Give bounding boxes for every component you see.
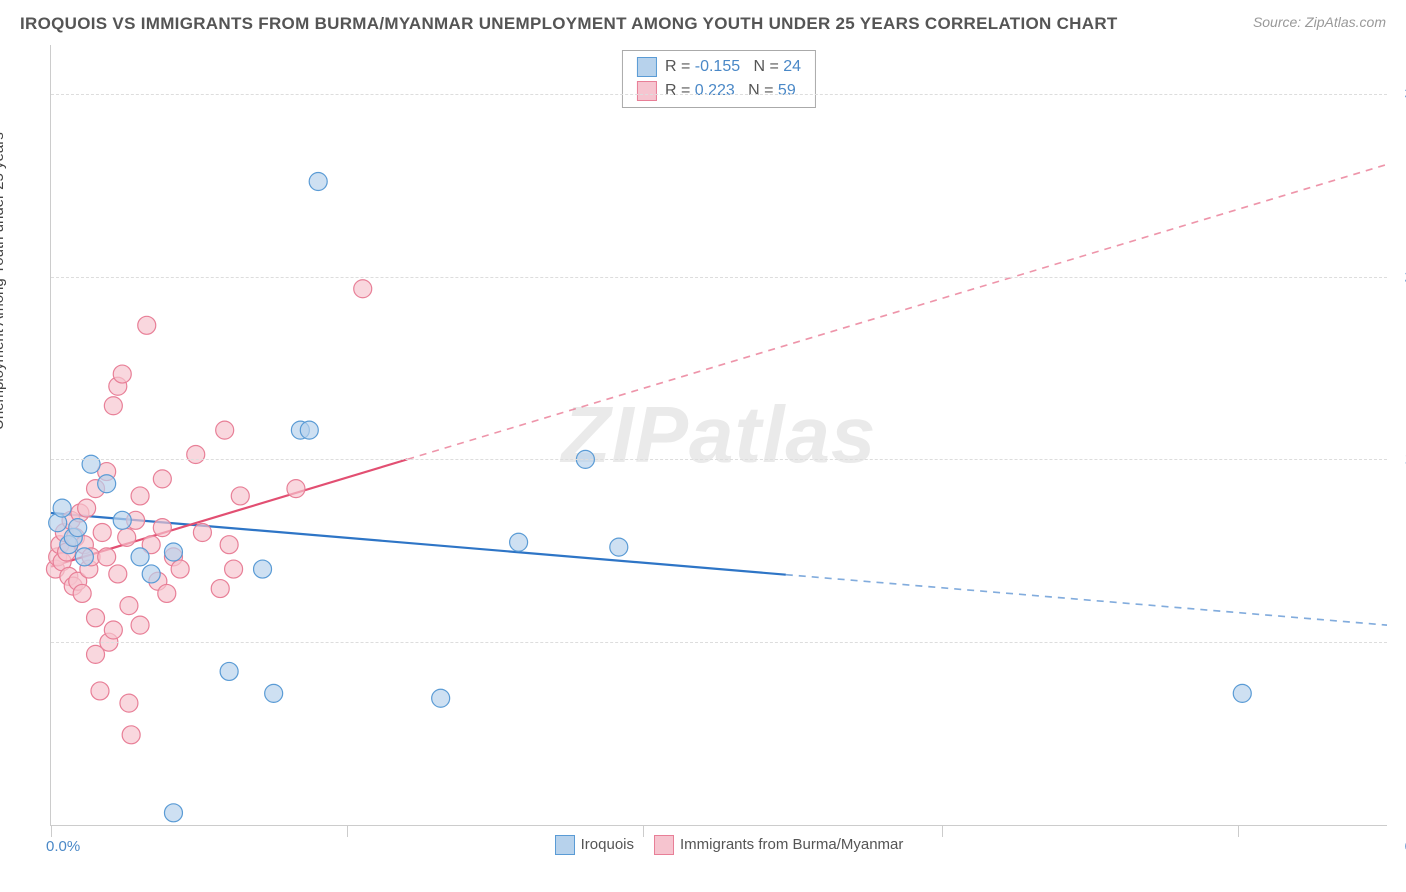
data-point xyxy=(510,533,528,551)
data-point xyxy=(164,543,182,561)
correlation-legend: R = -0.155 N = 24R = 0.223 N = 59 xyxy=(622,50,816,108)
data-point xyxy=(131,487,149,505)
data-point xyxy=(104,621,122,639)
data-point xyxy=(300,421,318,439)
data-point xyxy=(120,597,138,615)
x-tick xyxy=(1238,825,1239,837)
legend-swatch xyxy=(555,835,575,855)
data-point xyxy=(73,584,91,602)
x-tick xyxy=(643,825,644,837)
data-point xyxy=(98,548,116,566)
data-point xyxy=(216,421,234,439)
legend-row: R = -0.155 N = 24 xyxy=(637,55,801,79)
data-point xyxy=(220,536,238,554)
data-point xyxy=(142,565,160,583)
data-point xyxy=(220,662,238,680)
data-point xyxy=(211,580,229,598)
legend-label: Immigrants from Burma/Myanmar xyxy=(680,836,903,853)
data-point xyxy=(113,511,131,529)
gridline xyxy=(51,94,1387,95)
data-point xyxy=(131,548,149,566)
data-point xyxy=(153,519,171,537)
legend-row: R = 0.223 N = 59 xyxy=(637,79,801,103)
data-point xyxy=(53,499,71,517)
data-point xyxy=(225,560,243,578)
data-point xyxy=(78,499,96,517)
data-point xyxy=(432,689,450,707)
data-point xyxy=(131,616,149,634)
data-point xyxy=(171,560,189,578)
x-tick xyxy=(51,825,52,837)
data-point xyxy=(158,584,176,602)
data-point xyxy=(610,538,628,556)
legend-swatch xyxy=(654,835,674,855)
data-point xyxy=(82,455,100,473)
data-point xyxy=(265,684,283,702)
x-tick-label: 0.0% xyxy=(46,838,80,855)
data-point xyxy=(187,446,205,464)
plot-area: ZIPatlas R = -0.155 N = 24R = 0.223 N = … xyxy=(50,45,1387,826)
data-point xyxy=(104,397,122,415)
data-point xyxy=(164,804,182,822)
data-point xyxy=(75,548,93,566)
gridline xyxy=(51,642,1387,643)
data-point xyxy=(354,280,372,298)
data-point xyxy=(138,316,156,334)
data-point xyxy=(98,475,116,493)
gridline xyxy=(51,277,1387,278)
data-point xyxy=(254,560,272,578)
gridline xyxy=(51,459,1387,460)
data-point xyxy=(309,173,327,191)
data-point xyxy=(91,682,109,700)
data-point xyxy=(109,565,127,583)
data-point xyxy=(1233,684,1251,702)
x-tick xyxy=(942,825,943,837)
data-point xyxy=(193,524,211,542)
y-axis-label: Unemployment Among Youth under 25 years xyxy=(0,132,7,430)
x-tick xyxy=(347,825,348,837)
data-point xyxy=(153,470,171,488)
data-point xyxy=(118,528,136,546)
legend-label: Iroquois xyxy=(581,836,634,853)
series-legend: Iroquois Immigrants from Burma/Myanmar xyxy=(51,835,1387,855)
scatter-points xyxy=(51,45,1387,825)
chart-title: IROQUOIS VS IMMIGRANTS FROM BURMA/MYANMA… xyxy=(20,14,1118,34)
data-point xyxy=(69,519,87,537)
source-label: Source: ZipAtlas.com xyxy=(1253,14,1386,30)
data-point xyxy=(87,609,105,627)
data-point xyxy=(120,694,138,712)
data-point xyxy=(122,726,140,744)
data-point xyxy=(113,365,131,383)
data-point xyxy=(93,524,111,542)
data-point xyxy=(287,480,305,498)
data-point xyxy=(231,487,249,505)
